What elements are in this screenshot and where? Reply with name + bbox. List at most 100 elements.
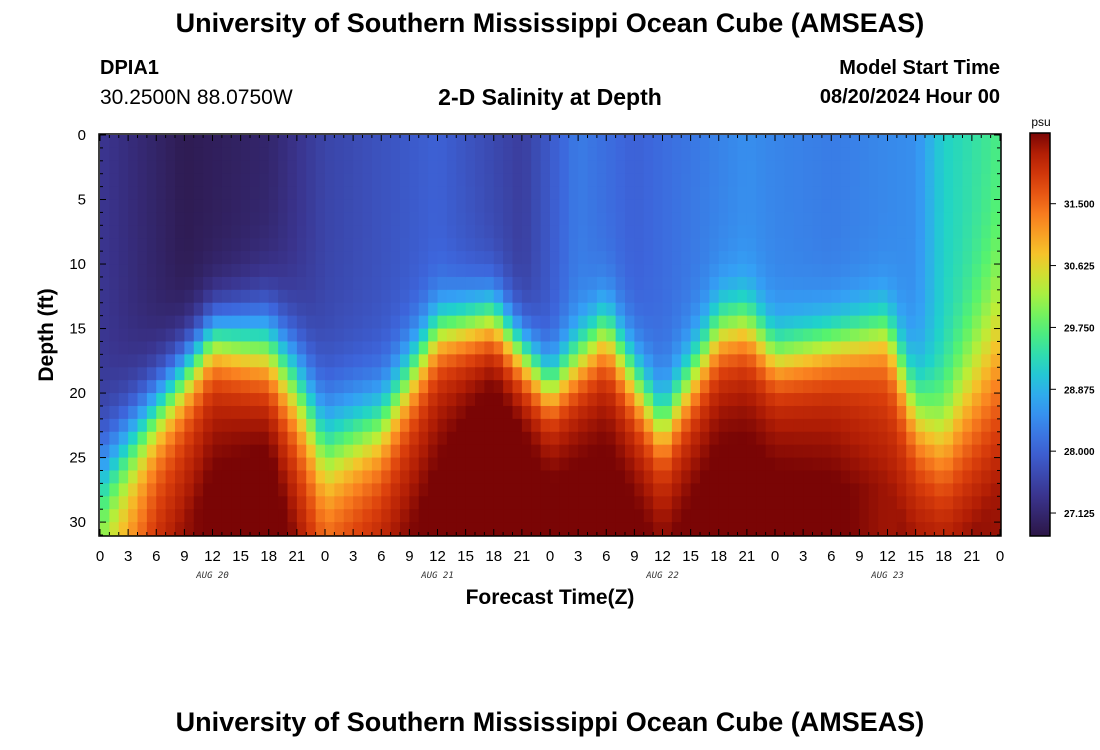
heatmap-cell bbox=[596, 496, 607, 510]
heatmap-cell bbox=[906, 302, 917, 317]
heatmap-cell bbox=[765, 367, 776, 381]
heatmap-cell bbox=[287, 186, 298, 201]
heatmap-cell bbox=[484, 238, 495, 252]
heatmap-cell bbox=[878, 199, 889, 214]
heatmap-cell bbox=[203, 522, 214, 536]
heatmap-cell bbox=[728, 160, 739, 175]
heatmap-cell bbox=[259, 380, 270, 394]
heatmap-cell bbox=[775, 276, 785, 291]
heatmap-cell bbox=[756, 289, 767, 304]
heatmap-cell bbox=[184, 147, 195, 162]
heatmap-cell bbox=[203, 212, 214, 226]
heatmap-cell bbox=[803, 147, 814, 162]
heatmap-cell bbox=[118, 276, 129, 291]
heatmap-cell bbox=[803, 341, 814, 355]
heatmap-cell bbox=[887, 199, 898, 214]
heatmap-cell bbox=[887, 380, 898, 394]
heatmap-cell bbox=[128, 509, 139, 523]
heatmap-cell bbox=[784, 354, 795, 368]
heatmap-cell bbox=[118, 393, 129, 407]
heatmap-cell bbox=[493, 483, 504, 497]
heatmap-cell bbox=[165, 470, 176, 484]
colorbar bbox=[1029, 132, 1051, 537]
heatmap-cell bbox=[371, 405, 382, 420]
heatmap-cell bbox=[709, 225, 720, 239]
heatmap-cell bbox=[306, 496, 317, 510]
heatmap-cell bbox=[334, 289, 345, 304]
heatmap-cell bbox=[662, 393, 673, 407]
heatmap-cell bbox=[165, 147, 176, 162]
heatmap-cell bbox=[690, 341, 701, 355]
heatmap-cell bbox=[559, 405, 570, 420]
heatmap-cell bbox=[278, 315, 289, 330]
heatmap-cell bbox=[615, 470, 626, 484]
heatmap-cell bbox=[409, 264, 420, 278]
heatmap-cell bbox=[390, 173, 401, 188]
heatmap-cell bbox=[915, 276, 926, 291]
heatmap-cell bbox=[437, 238, 448, 252]
heatmap-cell bbox=[906, 238, 917, 252]
heatmap-cell bbox=[868, 393, 879, 407]
heatmap-cell bbox=[756, 522, 767, 536]
heatmap-cell bbox=[100, 522, 110, 536]
heatmap-cell bbox=[962, 522, 973, 536]
heatmap-cell bbox=[240, 302, 251, 317]
heatmap-cell bbox=[493, 509, 504, 523]
heatmap-cell bbox=[278, 470, 289, 484]
heatmap-cell bbox=[390, 315, 401, 330]
heatmap-cell bbox=[446, 212, 457, 226]
heatmap-cell bbox=[540, 431, 551, 446]
heatmap-cell bbox=[128, 160, 139, 175]
heatmap-cell bbox=[287, 509, 298, 523]
heatmap-cell bbox=[746, 238, 757, 252]
heatmap-cell bbox=[925, 483, 935, 497]
heatmap-cell bbox=[896, 380, 907, 394]
heatmap-cell bbox=[484, 264, 495, 278]
heatmap-cell bbox=[868, 160, 879, 175]
heatmap-cell bbox=[821, 276, 832, 291]
heatmap-cell bbox=[475, 483, 485, 497]
heatmap-cell bbox=[512, 418, 523, 433]
heatmap-cell bbox=[325, 457, 335, 472]
heatmap-cell bbox=[728, 289, 739, 304]
heatmap-cell bbox=[456, 367, 467, 381]
heatmap-cell bbox=[803, 315, 814, 330]
heatmap-cell bbox=[409, 315, 420, 330]
heatmap-cell bbox=[962, 315, 973, 330]
heatmap-cell bbox=[821, 444, 832, 459]
heatmap-cell bbox=[578, 405, 589, 420]
heatmap-cell bbox=[868, 212, 879, 226]
heatmap-cell bbox=[287, 470, 298, 484]
heatmap-cell bbox=[493, 367, 504, 381]
heatmap-cell bbox=[718, 457, 729, 472]
heatmap-cell bbox=[971, 160, 982, 175]
heatmap-cell bbox=[718, 522, 729, 536]
heatmap-cell bbox=[418, 302, 429, 317]
heatmap-cell bbox=[259, 341, 270, 355]
heatmap-cell bbox=[700, 238, 710, 252]
heatmap-cell bbox=[109, 238, 120, 252]
heatmap-cell bbox=[128, 354, 139, 368]
heatmap-cell bbox=[381, 160, 392, 175]
heatmap-cell bbox=[353, 483, 364, 497]
heatmap-cell bbox=[381, 470, 392, 484]
heatmap-cell bbox=[681, 509, 692, 523]
heatmap-cell bbox=[334, 354, 345, 368]
heatmap-cell bbox=[268, 470, 279, 484]
heatmap-cell bbox=[381, 199, 392, 214]
heatmap-cell bbox=[287, 251, 298, 265]
heatmap-cell bbox=[475, 276, 485, 291]
heatmap-cell bbox=[465, 328, 476, 343]
heatmap-cell bbox=[812, 354, 823, 368]
heatmap-cell bbox=[615, 289, 626, 304]
heatmap-cell bbox=[906, 212, 917, 226]
heatmap-cell bbox=[362, 186, 373, 201]
heatmap-cell bbox=[615, 418, 626, 433]
heatmap-cell bbox=[934, 367, 945, 381]
heatmap-cell bbox=[137, 225, 148, 239]
heatmap-cell bbox=[193, 431, 204, 446]
heatmap-cell bbox=[821, 354, 832, 368]
heatmap-cell bbox=[746, 315, 757, 330]
heatmap-cell bbox=[493, 431, 504, 446]
heatmap-cell bbox=[287, 147, 298, 162]
